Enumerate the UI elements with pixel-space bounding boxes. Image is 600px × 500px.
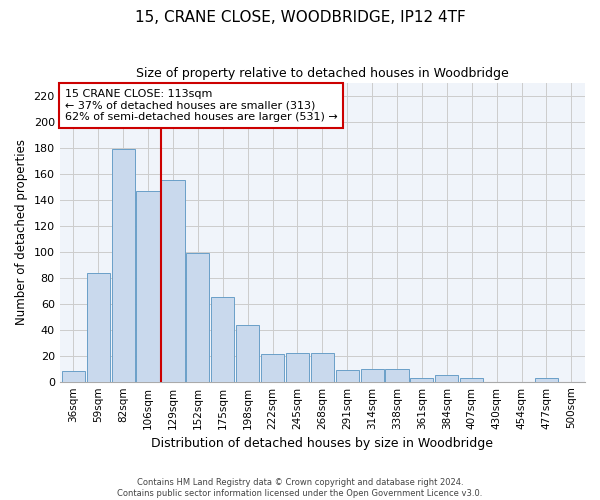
Bar xyxy=(435,375,458,382)
Bar xyxy=(410,378,433,382)
Bar xyxy=(311,353,334,382)
Text: 15 CRANE CLOSE: 113sqm
← 37% of detached houses are smaller (313)
62% of semi-de: 15 CRANE CLOSE: 113sqm ← 37% of detached… xyxy=(65,89,338,122)
Bar xyxy=(361,368,384,382)
Text: Contains HM Land Registry data © Crown copyright and database right 2024.
Contai: Contains HM Land Registry data © Crown c… xyxy=(118,478,482,498)
Bar xyxy=(86,272,110,382)
Bar xyxy=(261,354,284,382)
Bar xyxy=(286,353,309,382)
Bar xyxy=(236,324,259,382)
X-axis label: Distribution of detached houses by size in Woodbridge: Distribution of detached houses by size … xyxy=(151,437,493,450)
Bar xyxy=(161,180,185,382)
Bar xyxy=(211,298,235,382)
Bar xyxy=(385,368,409,382)
Title: Size of property relative to detached houses in Woodbridge: Size of property relative to detached ho… xyxy=(136,68,509,80)
Bar xyxy=(186,253,209,382)
Bar xyxy=(460,378,483,382)
Bar xyxy=(335,370,359,382)
Bar xyxy=(62,372,85,382)
Text: 15, CRANE CLOSE, WOODBRIDGE, IP12 4TF: 15, CRANE CLOSE, WOODBRIDGE, IP12 4TF xyxy=(134,10,466,25)
Bar xyxy=(535,378,558,382)
Bar xyxy=(112,150,135,382)
Bar xyxy=(136,191,160,382)
Y-axis label: Number of detached properties: Number of detached properties xyxy=(15,140,28,326)
